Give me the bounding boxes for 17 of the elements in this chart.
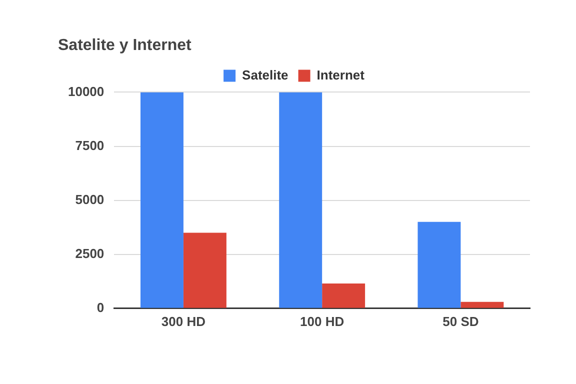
y-tick-label: 5000 (75, 192, 104, 207)
x-tick-label: 300 HD (161, 314, 206, 329)
y-tick-label: 10000 (68, 84, 104, 99)
chart-title: Satelite y Internet (58, 37, 192, 54)
y-tick-label: 0 (96, 300, 104, 315)
x-tick-label: 50 SD (442, 314, 479, 329)
bar (418, 222, 461, 308)
bar (140, 92, 184, 308)
y-tick-label: 7500 (75, 138, 104, 153)
bar (183, 232, 226, 308)
x-tick-label: 100 HD (300, 314, 344, 329)
bar (322, 284, 366, 308)
legend-label: Satelite (242, 67, 288, 82)
legend-label: Internet (316, 67, 366, 82)
bar (460, 302, 504, 308)
y-tick-label: 2500 (75, 246, 104, 261)
bar (279, 92, 322, 308)
